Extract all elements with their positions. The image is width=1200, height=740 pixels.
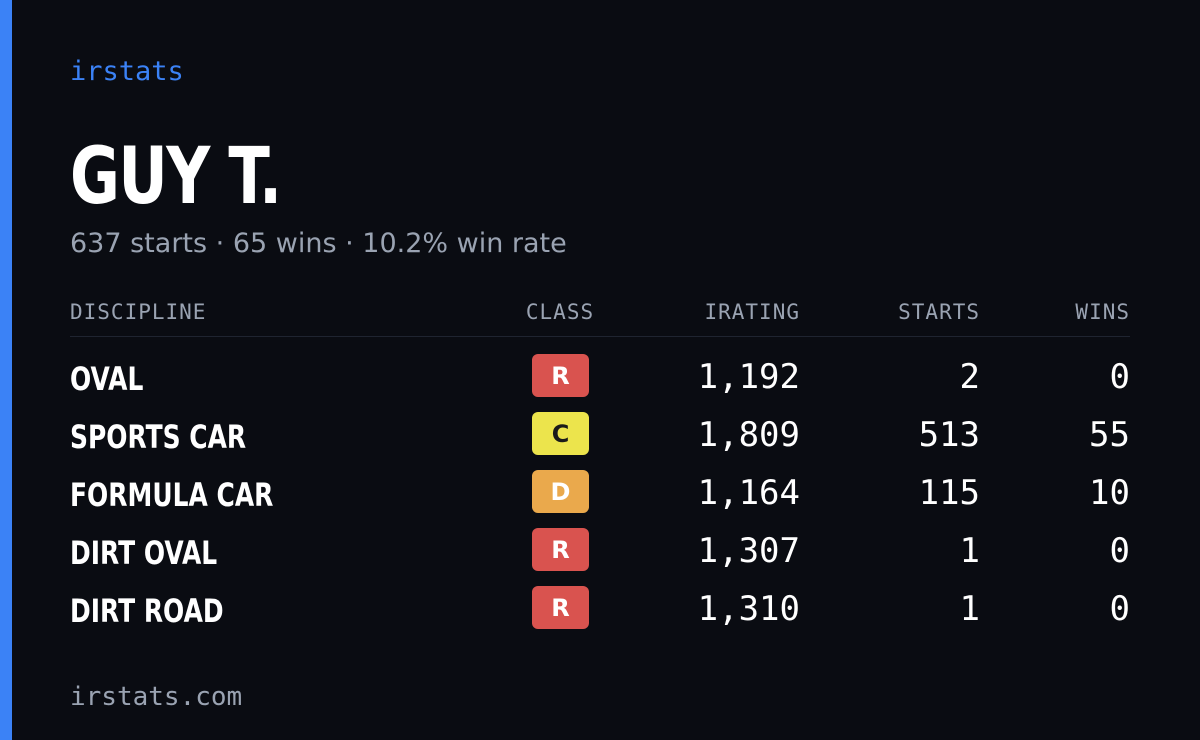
wins: 10 [1089, 473, 1130, 513]
wins: 0 [1109, 357, 1130, 397]
class-badge: C [532, 412, 589, 455]
column-header: DISCIPLINE [70, 300, 207, 324]
footer: irstats.com [70, 682, 243, 712]
column-header: IRATING [704, 300, 800, 324]
starts: 1 [959, 531, 980, 571]
starts: 1 [959, 589, 980, 629]
class-badge: R [532, 354, 589, 397]
brand: irstats [70, 56, 184, 87]
irating: 1,310 [697, 589, 800, 629]
discipline: DIRT OVAL [70, 534, 218, 572]
class-badge: R [532, 528, 589, 571]
profile-name: GUY T. [70, 132, 282, 222]
wins: 55 [1089, 415, 1130, 455]
wins: 0 [1109, 531, 1130, 571]
discipline: DIRT ROAD [70, 592, 224, 630]
discipline: FORMULA CAR [70, 476, 274, 514]
starts: 2 [959, 357, 980, 397]
column-header: WINS [1075, 300, 1130, 324]
irating: 1,192 [697, 357, 800, 397]
irating: 1,164 [697, 473, 800, 513]
accent-bar [0, 0, 12, 740]
class-badge: R [532, 586, 589, 629]
header-rule [70, 336, 1130, 337]
starts: 115 [918, 473, 980, 513]
discipline: SPORTS CAR [70, 418, 247, 456]
irating: 1,809 [697, 415, 800, 455]
column-header: CLASS [525, 300, 595, 324]
wins: 0 [1109, 589, 1130, 629]
irating: 1,307 [697, 531, 800, 571]
starts: 513 [918, 415, 980, 455]
column-header: STARTS [898, 300, 980, 324]
profile-summary: 637 starts · 65 wins · 10.2% win rate [70, 228, 567, 259]
class-badge: D [532, 470, 589, 513]
discipline: OVAL [70, 360, 144, 398]
